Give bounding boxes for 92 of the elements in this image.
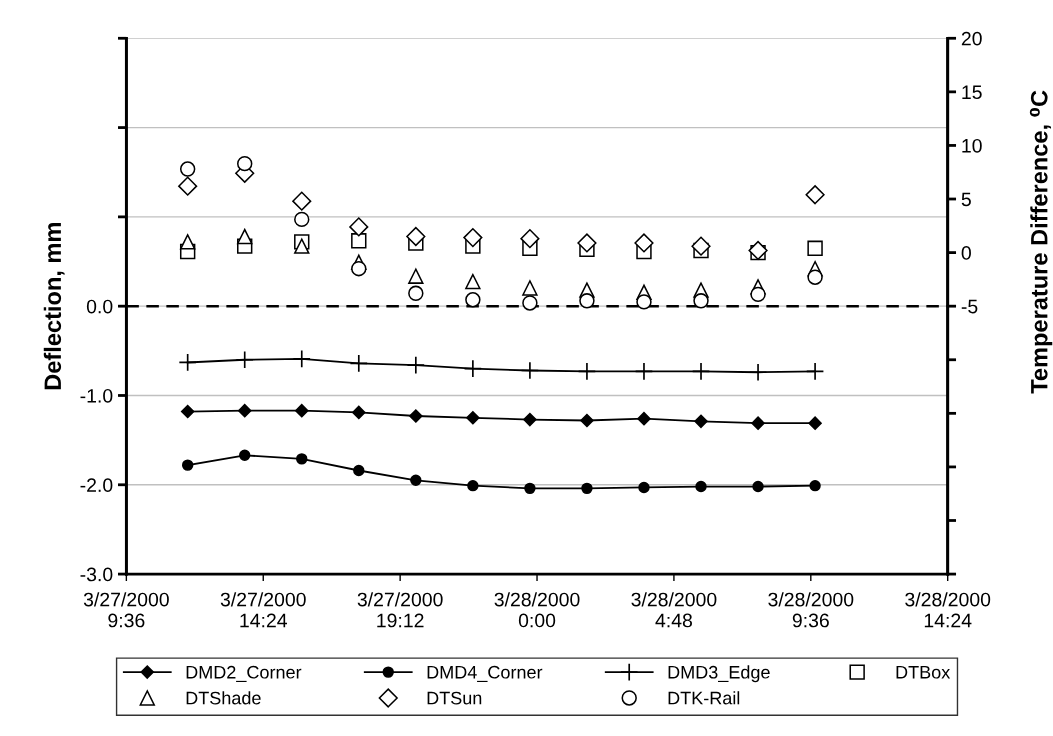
point	[577, 362, 597, 381]
point	[179, 234, 196, 250]
x-tick-label: 3/28/2000 0:00	[494, 592, 580, 628]
point	[463, 359, 483, 378]
point	[351, 260, 367, 277]
point	[349, 354, 368, 373]
point	[520, 361, 540, 380]
point	[520, 229, 540, 249]
y2-tick-label: 0	[961, 246, 971, 260]
point	[408, 285, 424, 302]
point	[351, 233, 367, 249]
y2-tick-label: 10	[962, 138, 982, 153]
point	[809, 479, 821, 492]
y2-axis-title: Temperature Difference, ⁰C	[1029, 90, 1053, 394]
point	[294, 211, 310, 228]
point	[695, 480, 707, 493]
point	[180, 404, 195, 419]
point	[179, 161, 196, 177]
y2-tick-label: -5	[961, 299, 978, 314]
point	[637, 411, 651, 426]
point	[807, 240, 823, 257]
point	[750, 286, 766, 303]
y2-tick-label: 5	[961, 192, 971, 207]
x-tick-label: 3/27/2000 19:12	[357, 592, 443, 628]
legend-label: DTBox	[896, 666, 951, 679]
point	[465, 292, 481, 308]
point	[577, 233, 597, 253]
point	[634, 233, 654, 253]
point	[408, 268, 424, 284]
point	[237, 228, 253, 245]
y-tick-label: 0.0	[86, 299, 113, 314]
point	[694, 414, 708, 429]
point	[237, 403, 252, 418]
point	[751, 416, 765, 430]
point	[178, 353, 197, 372]
point	[178, 176, 198, 196]
point	[522, 295, 538, 311]
point	[406, 355, 425, 375]
point	[807, 269, 823, 285]
point	[239, 449, 251, 462]
point	[693, 293, 709, 309]
y2-tick-label: 20	[961, 31, 982, 46]
point	[691, 236, 711, 256]
point	[523, 412, 537, 427]
y2-tick-label: 15	[962, 85, 982, 100]
point	[748, 363, 768, 382]
point	[353, 464, 365, 477]
point	[522, 280, 538, 296]
point	[579, 293, 595, 309]
legend-label: DTSun	[427, 691, 482, 705]
point	[634, 362, 654, 381]
point	[409, 409, 423, 423]
point	[466, 411, 480, 425]
point	[752, 480, 764, 493]
legend-label: DMD4_Corner	[427, 665, 543, 683]
x-tick-label: 3/28/2000 4:48	[631, 592, 717, 628]
point	[524, 482, 536, 495]
point	[467, 479, 479, 492]
point	[638, 481, 650, 494]
legend-label: DMD2_Corner	[186, 665, 302, 683]
point	[181, 459, 194, 471]
point	[294, 238, 310, 254]
point	[636, 294, 652, 310]
point	[235, 350, 254, 369]
point	[295, 403, 309, 418]
x-tick-label: 3/27/2000 14:24	[220, 592, 306, 628]
point	[580, 413, 594, 428]
point	[292, 349, 311, 369]
point	[465, 273, 481, 290]
legend-label: DTK-Rail	[668, 691, 740, 705]
y-tick-label: -2.0	[80, 478, 113, 493]
point	[581, 482, 593, 495]
x-tick-label: 3/27/2000 9:36	[83, 592, 169, 628]
point	[805, 185, 825, 205]
x-tick-label: 3/28/2000 9:36	[768, 592, 854, 628]
point	[352, 405, 366, 420]
point	[292, 191, 312, 211]
point	[406, 226, 426, 247]
point	[296, 453, 308, 465]
point	[410, 474, 422, 487]
point	[805, 362, 825, 381]
point	[463, 227, 483, 248]
legend-label: DMD3_Edge	[668, 665, 770, 683]
point	[808, 416, 822, 430]
point	[349, 217, 369, 237]
x-tick-label: 3/28/2000 14:24	[905, 592, 991, 628]
y-tick-label: -1.0	[80, 388, 113, 403]
y-tick-label: -3.0	[80, 567, 113, 582]
legend-label: DTShade	[186, 691, 261, 705]
point	[237, 155, 253, 172]
y-axis-title: Deflection, mm	[43, 223, 65, 390]
point	[691, 362, 711, 381]
